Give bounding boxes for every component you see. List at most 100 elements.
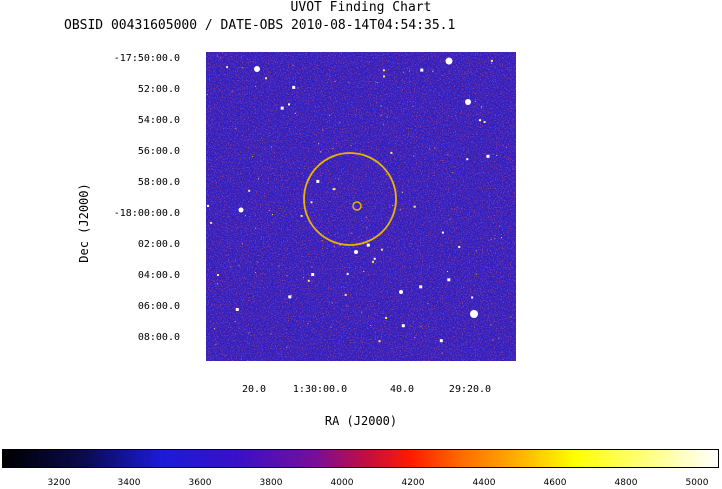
star [370, 325, 372, 326]
star [242, 67, 244, 69]
star [447, 278, 451, 282]
star [380, 248, 383, 251]
star [386, 116, 388, 118]
bright-star [238, 207, 244, 213]
star [385, 317, 388, 319]
star [420, 68, 424, 72]
dec-tick: 54:00.0 [137, 115, 180, 126]
star [278, 265, 280, 267]
star [434, 147, 436, 149]
star [366, 243, 370, 247]
star [403, 71, 405, 73]
star [226, 66, 229, 69]
star [432, 70, 434, 72]
star [409, 70, 411, 72]
colorbar-tick: 4800 [614, 478, 638, 488]
star [380, 114, 382, 116]
dec-tick: 52:00.0 [137, 84, 180, 95]
bright-star [470, 310, 478, 318]
star [339, 122, 341, 124]
star [380, 105, 382, 107]
star [257, 261, 259, 263]
sky-image [206, 52, 516, 361]
y-axis-label: Dec (J2000) [77, 183, 91, 263]
star [390, 151, 393, 154]
star [441, 231, 444, 234]
star [363, 271, 365, 272]
ra-tick: 40.0 [389, 384, 415, 395]
star [337, 178, 339, 180]
star [288, 103, 290, 106]
colorbar [2, 449, 719, 468]
star [483, 121, 486, 123]
star [217, 55, 219, 57]
star [350, 232, 352, 234]
star [297, 87, 299, 89]
star [339, 244, 341, 246]
star [498, 337, 500, 339]
star [399, 209, 401, 211]
star [510, 316, 512, 318]
star [486, 154, 490, 158]
star [490, 62, 492, 64]
colorbar-tick: 4600 [543, 478, 567, 488]
star [234, 321, 236, 322]
star [373, 257, 376, 260]
star [490, 324, 492, 326]
star [271, 146, 272, 148]
star [244, 215, 246, 217]
error-circle [303, 152, 397, 246]
star [401, 324, 405, 328]
star [220, 57, 222, 59]
star [265, 77, 267, 80]
chart-title: UVOT Finding Chart [290, 0, 432, 15]
star [331, 302, 333, 304]
star [290, 294, 292, 296]
star [376, 82, 378, 83]
star [330, 326, 332, 328]
chart-subtitle: OBSID 00431605000 / DATE-OBS 2010-08-14T… [64, 18, 456, 33]
bright-star [254, 66, 260, 72]
star [288, 295, 292, 299]
bright-star [445, 57, 453, 65]
dec-tick: 02:00.0 [137, 239, 180, 250]
dec-tick: 06:00.0 [137, 301, 180, 312]
star [346, 272, 349, 275]
star [452, 172, 454, 174]
dec-tick: 58:00.0 [137, 177, 180, 188]
star [412, 105, 414, 107]
star [255, 85, 257, 87]
star [413, 155, 415, 157]
star [217, 283, 219, 285]
star [231, 90, 233, 92]
star [474, 100, 476, 102]
star [255, 272, 256, 273]
star [420, 325, 422, 327]
star [344, 293, 347, 296]
star [383, 75, 385, 78]
dec-tick: 08:00.0 [137, 332, 180, 343]
star [414, 337, 416, 338]
star [332, 148, 334, 150]
star [413, 205, 416, 208]
star [215, 343, 217, 345]
star [300, 214, 303, 217]
star [447, 154, 449, 156]
star [361, 311, 362, 313]
star [446, 271, 448, 272]
star [292, 64, 294, 66]
star [494, 238, 496, 240]
star [427, 303, 429, 305]
star [378, 340, 381, 343]
star [280, 106, 284, 110]
star [441, 352, 443, 354]
star [372, 260, 374, 263]
star [235, 127, 237, 129]
star [248, 332, 250, 334]
bright-star [465, 99, 471, 105]
star [479, 119, 481, 122]
star [294, 112, 296, 114]
star [490, 59, 493, 62]
star [505, 146, 507, 148]
star [257, 178, 259, 180]
